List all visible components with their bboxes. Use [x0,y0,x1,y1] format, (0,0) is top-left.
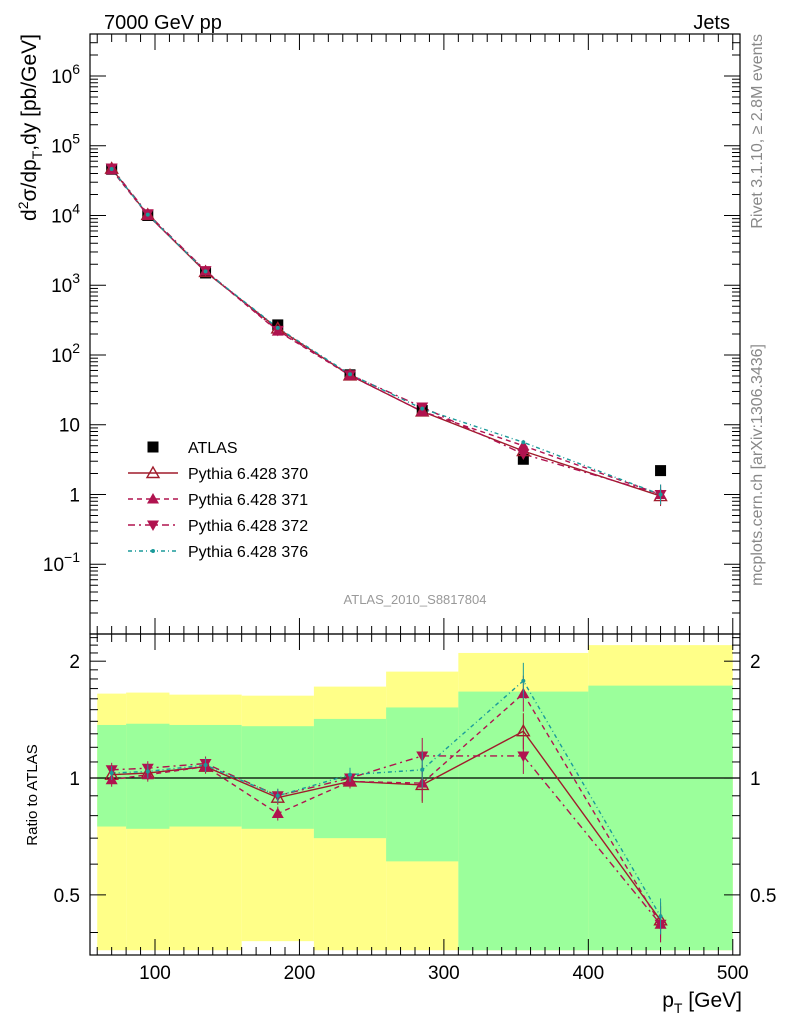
main-y-tick-label: 105 [51,131,80,158]
main-data-point [517,449,530,461]
ratio-data-point [271,807,284,819]
legend-item: Pythia 6.428 370 [128,465,308,483]
main-data-point [420,406,425,411]
ratio-data-point [517,751,530,762]
main-data-point [271,325,284,337]
main-data-point [348,372,352,377]
main-data-point [521,440,526,445]
ratio-data-point [516,723,531,737]
xlabel: pT [GeV] [662,989,742,1016]
main-y-tick-label: 106 [51,61,80,88]
legend-item: Pythia 6.428 371 [128,492,308,509]
header-left-label: 7000 GeV pp [104,12,222,34]
main-y-tick-label: 104 [51,200,80,227]
main-y-tick-label: 1 [69,485,80,506]
ratio-data-point [658,914,663,919]
legend-label: ATLAS [188,440,238,457]
main-data-point [275,325,280,330]
main-series-line [111,167,661,496]
main-data-point [145,212,150,217]
legend-marker [147,493,159,504]
main-series-line [111,168,661,496]
legend-item: ATLAS [147,440,238,457]
main-data-point [517,439,530,451]
header-right-label: Jets [693,12,730,34]
x-tick-label: 300 [428,963,460,984]
ratio-series-line [111,679,662,917]
ratio-y-tick-label-left: 2 [69,652,80,673]
main-y-tick-label: 103 [51,270,80,297]
ratio-y-tick-label-right: 1 [750,769,761,790]
ratio-data-point [203,763,208,768]
legend-marker [145,465,161,479]
legend-marker [151,549,155,553]
legend-label: Pythia 6.428 372 [188,518,308,535]
legend-item: Pythia 6.428 372 [128,518,308,535]
main-data-point [203,269,208,274]
ratio-y-tick-label-left: 1 [69,769,80,790]
main-ylabel: d2σ/dpT,dy [pb/GeV] [15,34,45,221]
main-data-point [272,319,284,331]
ratio-ylabel: Ratio to ATLAS [24,744,41,845]
legend-label: Pythia 6.428 371 [188,492,308,509]
main-data-point [658,492,663,497]
ratio-data-point [521,678,526,683]
main-y-tick-label: 102 [51,340,80,367]
x-tick-label: 500 [717,963,749,984]
ratio-plot-area [90,645,740,951]
legend-marker [147,520,159,531]
analysis-id: ATLAS_2010_S8817804 [344,592,487,607]
uncertainty-band-green [169,724,242,827]
legend-item: Pythia 6.428 376 [128,544,308,561]
x-tick-label: 400 [572,963,604,984]
ratio-data-point [420,767,425,772]
ratio-data-point [109,771,114,776]
ratio-y-tick-label-left: 0.5 [54,886,80,907]
main-data-point [655,465,667,477]
ratio-panel: 2 2 1 1 0.5 0.5 100 200 300 400 500 [54,633,776,984]
legend: ATLAS Pythia 6.428 370 Pythia 6.428 371 Pyt… [128,440,308,561]
ratio-series-line [111,755,662,925]
legend-label: Pythia 6.428 376 [188,544,308,561]
x-tick-label: 100 [139,963,171,984]
main-y-tick-label: 10 [59,416,80,437]
side-text-top: Rivet 3.1.10, ≥ 2.8M events [749,34,766,229]
ratio-data-point [348,772,352,777]
legend-marker [147,441,159,453]
ratio-y-tick-label-right: 2 [750,652,761,673]
main-y-tick-label: 10−1 [43,549,80,576]
legend-label: Pythia 6.428 370 [188,466,308,483]
ratio-series-line [111,692,662,925]
ratio-y-tick-label-right: 0.5 [750,886,776,907]
ratio-series-line [111,730,662,921]
main-data-point [109,166,114,171]
side-text-bottom: mcplots.cern.ch [arXiv:1306.3436] [749,344,766,586]
ratio-data-point [145,769,150,774]
x-tick-label: 200 [284,963,316,984]
ratio-data-point [275,793,280,798]
